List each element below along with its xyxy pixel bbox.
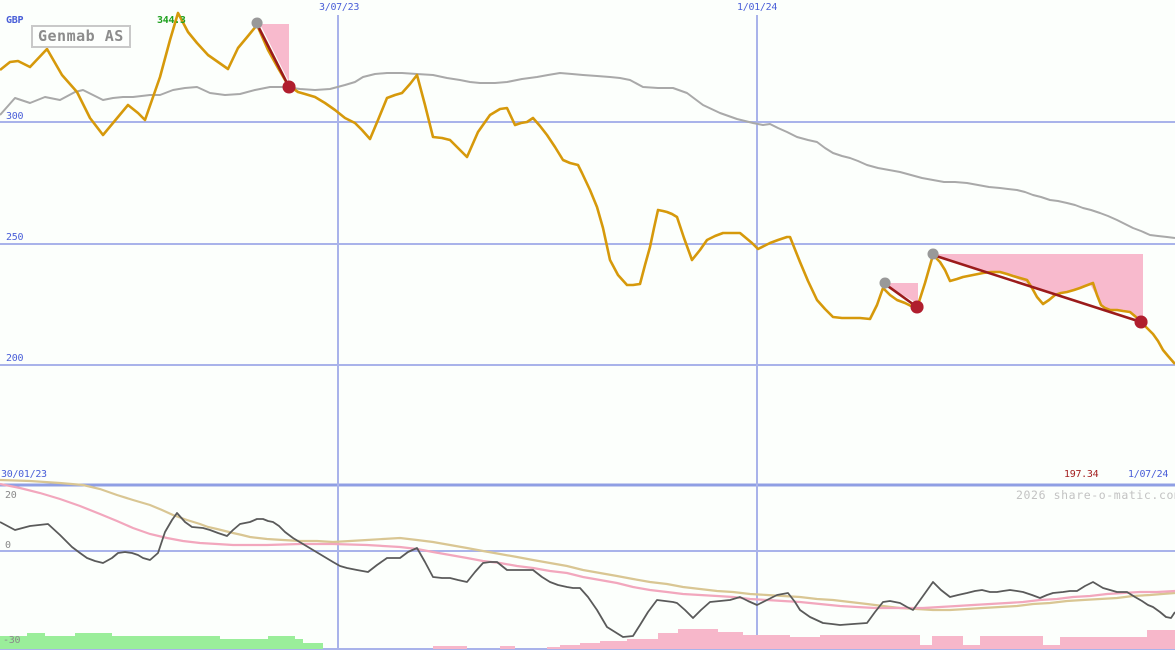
- pink-histogram-2: [500, 646, 515, 649]
- watermark: 2026 share-o-matic.com: [1016, 488, 1175, 502]
- oscillator-line: [0, 512, 1175, 638]
- pink-histogram-3: [547, 629, 1175, 649]
- end-date-label: 1/07/24: [1128, 469, 1169, 480]
- drawdown-fill-1: [258, 24, 289, 82]
- price-tick-300: 300: [6, 111, 24, 122]
- date-tick-jul23: 3/07/23: [319, 2, 360, 13]
- indicator-tick-minus30: -30: [3, 635, 21, 646]
- benchmark-line: [0, 72, 1175, 239]
- date-tick-jan24: 1/01/24: [737, 2, 778, 13]
- trend-segment-1: [255, 23, 291, 88]
- instrument-title: Genmab AS: [38, 27, 124, 45]
- signal-line-pink: [0, 482, 1175, 610]
- trend-segment-2: [884, 282, 918, 309]
- currency-label: GBP: [6, 15, 24, 26]
- last-price-label: 197.34: [1064, 469, 1099, 480]
- trend-segment-3: [932, 253, 1142, 324]
- signal-line-tan: [0, 478, 1175, 612]
- indicator-tick-20: 20: [5, 490, 17, 501]
- green-histogram: [0, 633, 323, 649]
- pink-histogram-1: [433, 646, 467, 649]
- start-date-label: 30/01/23: [1, 469, 47, 480]
- indicator-tick-0: 0: [5, 540, 11, 551]
- drawdown-fill-2: [885, 283, 918, 304]
- price-tick-200: 200: [6, 353, 24, 364]
- instrument-title-box: Genmab AS: [31, 25, 131, 48]
- max-price-label: 344.3: [157, 15, 186, 26]
- price-tick-250: 250: [6, 232, 24, 243]
